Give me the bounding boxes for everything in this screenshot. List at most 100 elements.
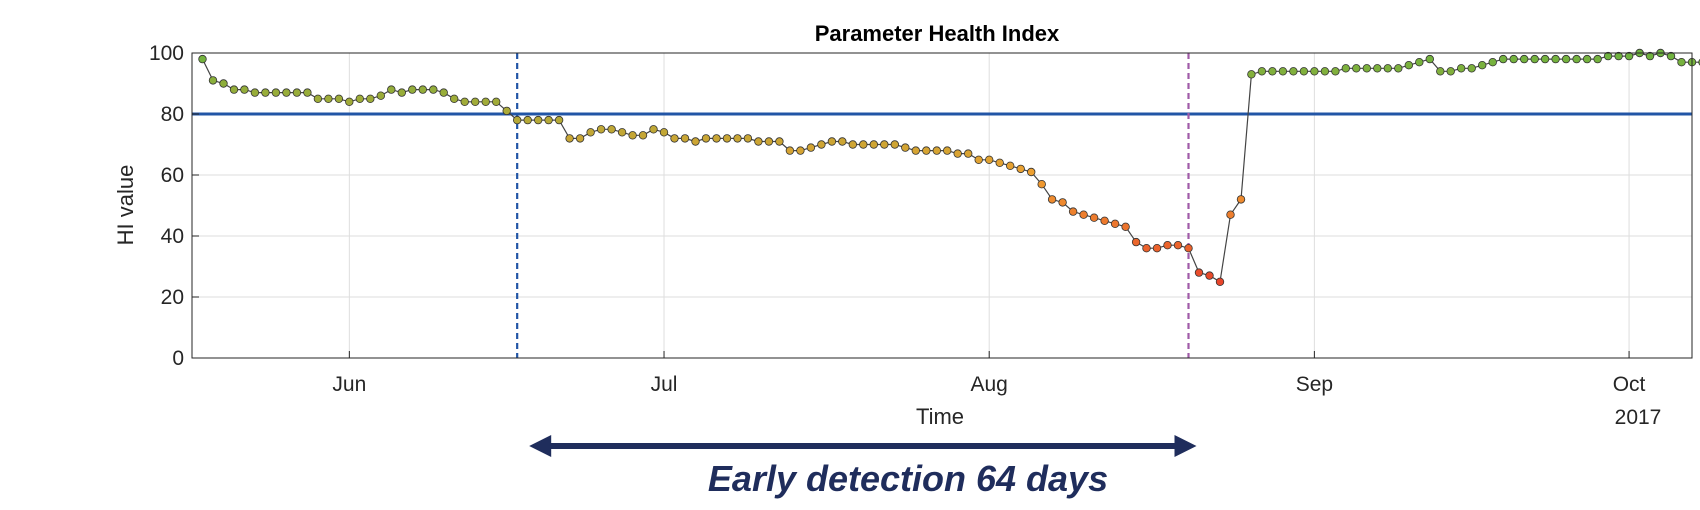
- data-point: [439, 88, 448, 97]
- data-point: [1362, 64, 1371, 73]
- data-point: [691, 137, 700, 146]
- data-point: [649, 125, 658, 134]
- data-point: [1394, 64, 1403, 73]
- data-point: [282, 88, 291, 97]
- data-point: [376, 91, 385, 100]
- data-point: [901, 143, 910, 152]
- data-point: [1666, 51, 1676, 61]
- data-point: [1677, 58, 1686, 67]
- data-point: [1519, 54, 1529, 64]
- data-point: [492, 97, 501, 106]
- data-point: [1310, 67, 1319, 76]
- data-point: [796, 146, 805, 155]
- data-point: [1582, 54, 1592, 64]
- data-point: [313, 94, 323, 103]
- data-point: [460, 97, 469, 106]
- arrow-head-left-icon: [529, 435, 552, 457]
- data-point: [1278, 67, 1288, 76]
- data-point: [659, 128, 669, 137]
- data-point: [827, 137, 837, 146]
- data-point: [198, 54, 207, 64]
- x-tick-label: Jun: [332, 373, 366, 396]
- data-point: [1320, 67, 1330, 76]
- data-point: [1131, 237, 1141, 247]
- x-axis-ticks: Jun Jul Aug Sep Oct: [332, 351, 1646, 396]
- detection-annotation-text: Early detection 64 days: [708, 458, 1108, 499]
- data-point: [429, 85, 438, 94]
- y-axis-ticks: 0 20 40 60 80 100: [149, 42, 199, 370]
- data-point: [450, 94, 459, 103]
- data-point: [1289, 67, 1298, 76]
- data-point: [366, 94, 375, 103]
- y-tick-label: 80: [161, 103, 184, 126]
- data-point: [1540, 54, 1550, 64]
- data-point: [1446, 67, 1455, 76]
- year-label: 2017: [1615, 406, 1662, 429]
- data-point: [1142, 243, 1151, 253]
- data-point: [670, 134, 679, 143]
- x-tick-label: Aug: [971, 373, 1008, 396]
- data-point: [1415, 58, 1424, 67]
- data-point: [1509, 54, 1518, 64]
- data-point: [1467, 64, 1476, 73]
- data-point: [1016, 164, 1025, 174]
- arrow-head-right-icon: [1174, 435, 1197, 457]
- data-point: [240, 85, 249, 94]
- data-point: [586, 128, 595, 137]
- data-point: [408, 85, 417, 94]
- data-point: [764, 137, 774, 146]
- data-point: [838, 137, 847, 146]
- data-point: [1624, 51, 1634, 61]
- data-point: [1614, 51, 1623, 61]
- data-point: [733, 134, 742, 143]
- data-point: [869, 140, 878, 149]
- data-point: [1026, 167, 1036, 177]
- data-point: [1477, 60, 1487, 70]
- data-point: [1205, 271, 1214, 280]
- data-point: [1079, 210, 1088, 219]
- data-point: [471, 97, 480, 106]
- data-point: [1603, 51, 1613, 61]
- detection-annotation: Early detection 64 days: [529, 435, 1197, 499]
- data-point: [628, 131, 637, 140]
- data-point: [1383, 64, 1392, 73]
- data-point: [890, 140, 899, 149]
- data-point: [974, 155, 983, 164]
- data-point: [1425, 54, 1434, 64]
- data-point: [1257, 67, 1267, 76]
- data-point: [1572, 54, 1581, 64]
- data-point: [261, 88, 270, 97]
- data-point: [513, 115, 522, 125]
- data-point: [859, 140, 868, 149]
- data-point: [387, 85, 396, 94]
- data-point: [1152, 243, 1162, 253]
- data-point: [995, 158, 1004, 167]
- data-point: [880, 140, 889, 149]
- data-point: [1436, 67, 1445, 76]
- y-tick-label: 20: [161, 286, 184, 309]
- data-point: [932, 146, 941, 155]
- data-point: [334, 94, 344, 103]
- data-point: [250, 88, 260, 97]
- data-point: [722, 134, 732, 143]
- data-point: [1121, 222, 1130, 231]
- data-point: [943, 146, 952, 155]
- data-point: [575, 134, 585, 143]
- data-point: [1173, 240, 1183, 250]
- series-hi-value: [198, 48, 1700, 286]
- chart-title: Parameter Health Index: [815, 21, 1060, 46]
- data-point: [565, 134, 574, 143]
- data-point: [1037, 179, 1046, 189]
- data-point: [701, 134, 711, 143]
- data-point: [1331, 67, 1340, 76]
- data-point: [554, 115, 564, 125]
- data-point: [964, 149, 973, 158]
- data-point: [638, 131, 648, 140]
- data-point: [345, 97, 354, 106]
- data-point: [1194, 268, 1204, 277]
- data-point: [1593, 54, 1602, 64]
- x-tick-label: Sep: [1296, 373, 1333, 396]
- data-point: [1373, 64, 1382, 73]
- x-tick-label: Jul: [651, 373, 678, 396]
- data-point: [1006, 161, 1015, 170]
